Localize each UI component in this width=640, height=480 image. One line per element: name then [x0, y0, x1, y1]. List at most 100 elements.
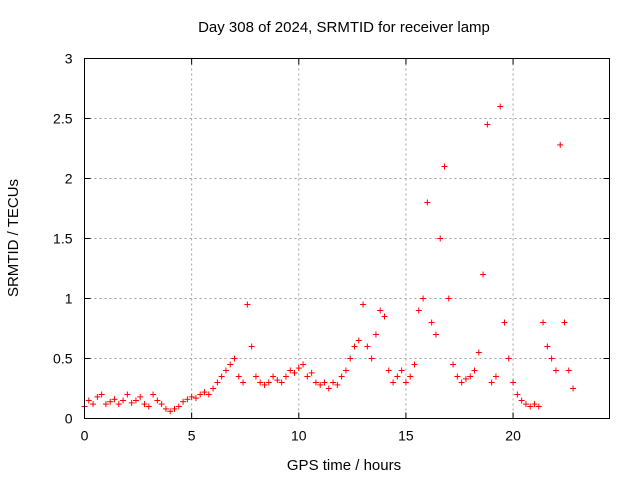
data-point	[102, 401, 109, 408]
data-point	[450, 361, 457, 368]
y-axis-title: SRMTID / TECUs	[5, 179, 22, 297]
axis-ticks	[84, 58, 610, 419]
data-point	[218, 373, 225, 380]
data-point	[415, 307, 422, 314]
data-point	[467, 373, 474, 380]
y-tick-label: 3	[65, 51, 73, 67]
data-point	[385, 367, 392, 374]
data-point	[257, 379, 264, 386]
data-point	[167, 408, 174, 415]
data-point	[222, 367, 229, 374]
data-point	[514, 391, 521, 398]
grid-lines	[84, 58, 610, 419]
data-point	[441, 163, 448, 170]
data-point	[355, 337, 362, 344]
data-point	[462, 375, 469, 382]
tick-labels: 0 5 10 15 20 0 0.5 1 1.5 2 2.5 3	[53, 51, 521, 444]
data-point	[201, 389, 208, 396]
data-point	[287, 367, 294, 374]
data-points	[81, 103, 577, 415]
data-point	[154, 397, 161, 404]
data-point	[132, 397, 139, 404]
data-point	[377, 307, 384, 314]
data-point	[227, 361, 234, 368]
data-point	[458, 379, 465, 386]
data-point	[158, 401, 165, 408]
data-point	[312, 379, 319, 386]
data-point	[342, 367, 349, 374]
data-point	[205, 391, 212, 398]
data-point	[428, 319, 435, 326]
data-point	[334, 381, 341, 388]
data-point	[120, 397, 127, 404]
data-point	[492, 373, 499, 380]
data-point	[128, 399, 135, 406]
data-point	[321, 379, 328, 386]
x-tick-label: 0	[81, 428, 89, 444]
data-point	[317, 381, 324, 388]
data-point	[347, 355, 354, 362]
data-point	[548, 355, 555, 362]
data-point	[475, 349, 482, 356]
data-point	[308, 369, 315, 376]
data-point	[420, 295, 427, 302]
data-point	[150, 391, 157, 398]
x-tick-label: 15	[398, 428, 414, 444]
data-point	[381, 313, 388, 320]
data-point	[445, 295, 452, 302]
data-point	[424, 199, 431, 206]
data-point	[407, 373, 414, 380]
data-point	[188, 393, 195, 400]
data-point	[565, 367, 572, 374]
chart-title: Day 308 of 2024, SRMTID for receiver lam…	[198, 19, 490, 36]
x-tick-label: 10	[291, 428, 307, 444]
data-point	[90, 401, 97, 408]
data-point	[244, 301, 251, 308]
data-point	[544, 343, 551, 350]
data-point	[372, 331, 379, 338]
data-point	[480, 271, 487, 278]
data-point	[351, 343, 358, 350]
data-point	[432, 331, 439, 338]
data-point	[497, 103, 504, 110]
data-point	[295, 365, 302, 372]
data-point	[210, 385, 217, 392]
data-point	[274, 377, 281, 384]
data-point	[510, 379, 517, 386]
data-point	[394, 373, 401, 380]
data-point	[115, 401, 122, 408]
data-point	[261, 381, 268, 388]
y-tick-label: 0.5	[53, 351, 73, 367]
data-point	[390, 379, 397, 386]
data-point	[364, 343, 371, 350]
data-point	[248, 343, 255, 350]
data-point	[338, 373, 345, 380]
data-point	[175, 403, 182, 410]
data-point	[240, 379, 247, 386]
data-point	[522, 401, 529, 408]
data-point	[145, 403, 152, 410]
data-point	[454, 373, 461, 380]
data-point	[107, 398, 114, 405]
data-point	[471, 367, 478, 374]
x-axis-title: GPS time / hours	[287, 457, 401, 474]
x-tick-label: 5	[188, 428, 196, 444]
y-tick-label: 1	[65, 291, 73, 307]
data-point	[505, 355, 512, 362]
data-point	[141, 401, 148, 408]
data-point	[98, 391, 105, 398]
data-point	[304, 373, 311, 380]
data-point	[561, 319, 568, 326]
data-point	[197, 391, 204, 398]
data-point	[124, 391, 131, 398]
data-point	[171, 405, 178, 412]
data-point	[402, 379, 409, 386]
data-point	[368, 355, 375, 362]
data-point	[570, 385, 577, 392]
data-point	[214, 379, 221, 386]
data-point	[398, 367, 405, 374]
data-point	[231, 355, 238, 362]
data-point	[360, 301, 367, 308]
data-point	[85, 397, 92, 404]
data-point	[282, 373, 289, 380]
